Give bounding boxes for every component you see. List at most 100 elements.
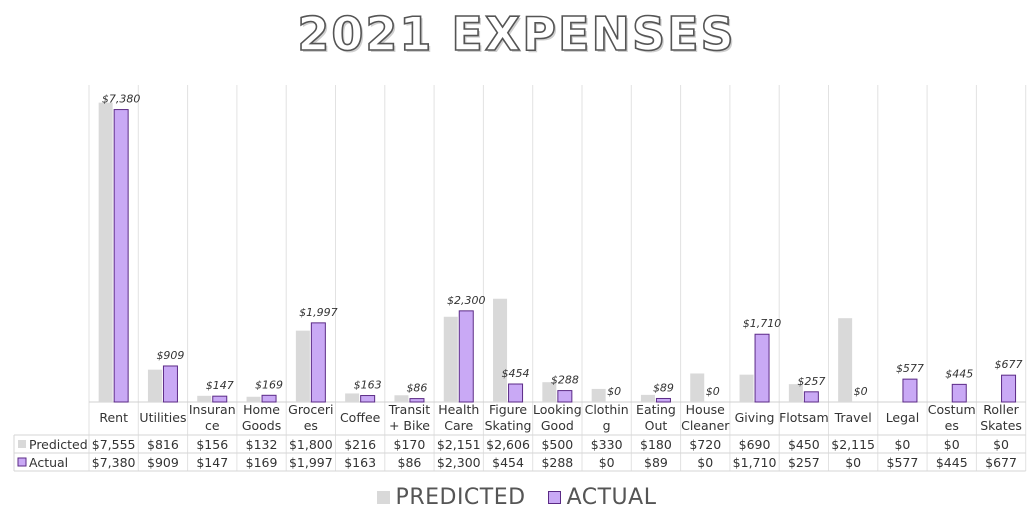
table-cell-actual-giving: $1,710 xyxy=(733,455,777,470)
bar-actual-roller-skates xyxy=(1001,374,1017,403)
bar-actual-rent xyxy=(113,109,129,403)
legend-swatch-predicted xyxy=(376,490,390,504)
category-label-figure-skating: Skating xyxy=(485,418,532,433)
bar-predicted-travel xyxy=(838,318,853,402)
table-cell-actual-rent: $7,380 xyxy=(92,455,136,470)
table-cell-predicted-insuran-ce: $156 xyxy=(196,437,228,452)
data-label-actual-legal: $577 xyxy=(896,362,924,375)
table-cell-actual-travel: $0 xyxy=(845,455,861,470)
table-cell-predicted-rent: $7,555 xyxy=(92,437,136,452)
bar-actual-insuran-ce xyxy=(212,395,228,403)
bar-actual-transit-bike xyxy=(409,398,425,403)
table-row-label-actual: Actual xyxy=(29,455,68,470)
bar-predicted-insuran-ce xyxy=(197,395,212,402)
bar-predicted-groceri-es xyxy=(295,330,310,402)
data-label-actual-giving: $1,710 xyxy=(743,317,782,330)
category-label-looking-good: Looking xyxy=(533,402,582,417)
table-cell-predicted-travel: $2,115 xyxy=(831,437,875,452)
table-row-label-predicted: Predicted xyxy=(29,437,88,452)
category-label-eating-out: Out xyxy=(645,418,668,433)
table-cell-actual-eating-out: $89 xyxy=(644,455,668,470)
table-cell-actual-utilities: $909 xyxy=(147,455,179,470)
data-label-actual-home-goods: $169 xyxy=(255,378,283,391)
table-cell-actual-flotsam: $257 xyxy=(788,455,820,470)
legend-item-predicted: PREDICTED xyxy=(376,484,526,510)
legend-label-predicted: PREDICTED xyxy=(395,484,526,510)
table-cell-actual-looking-good: $288 xyxy=(541,455,573,470)
table-swatch-actual xyxy=(17,457,27,467)
bar-predicted-giving xyxy=(739,374,754,402)
table-cell-actual-transit-bike: $86 xyxy=(398,455,422,470)
bar-predicted-home-goods xyxy=(246,396,261,402)
category-label-health-care: Care xyxy=(444,418,473,433)
bar-predicted-utilities xyxy=(147,369,162,402)
bar-chart: $7,380 Rent $7,555 $7,380 $909 Utilities $816 $… xyxy=(13,85,1027,472)
table-cell-actual-clothin-g: $0 xyxy=(599,455,615,470)
bar-actual-flotsam xyxy=(803,391,819,403)
table-cell-predicted-figure-skating: $2,606 xyxy=(486,437,530,452)
category-label-costum-es: Costum xyxy=(928,402,976,417)
data-label-actual-rent: $7,380 xyxy=(102,93,141,106)
legend: PREDICTED ACTUAL xyxy=(0,480,1033,514)
category-label-clothin-g: Clothin xyxy=(585,402,629,417)
bar-actual-eating-out xyxy=(655,397,671,403)
category-label-legal: Legal xyxy=(886,410,920,425)
data-label-actual-insuran-ce: $147 xyxy=(206,379,234,392)
table-cell-predicted-clothin-g: $330 xyxy=(591,437,623,452)
table-cell-predicted-legal: $0 xyxy=(894,437,910,452)
data-label-actual-house-cleaner: $0 xyxy=(706,385,720,398)
bar-actual-legal xyxy=(902,378,918,403)
legend-item-actual: ACTUAL xyxy=(547,485,657,510)
table-cell-actual-legal: $577 xyxy=(887,455,919,470)
bar-actual-groceri-es xyxy=(310,322,326,403)
table-cell-predicted-utilities: $816 xyxy=(147,437,179,452)
category-label-clothin-g: g xyxy=(603,418,611,433)
data-label-actual-roller-skates: $677 xyxy=(995,358,1023,371)
data-label-actual-health-care: $2,300 xyxy=(447,294,486,307)
bar-predicted-transit-bike xyxy=(394,395,409,402)
table-cell-actual-costum-es: $445 xyxy=(936,455,968,470)
data-label-actual-transit-bike: $86 xyxy=(406,382,427,395)
bar-actual-giving xyxy=(754,333,770,403)
category-label-health-care: Health xyxy=(438,402,479,417)
category-label-roller-skates: Roller xyxy=(983,402,1019,417)
chart-title: 2021 EXPENSES xyxy=(297,6,736,62)
category-label-looking-good: Good xyxy=(541,418,574,433)
table-cell-predicted-roller-skates: $0 xyxy=(993,437,1009,452)
table-cell-predicted-transit-bike: $170 xyxy=(394,437,426,452)
bar-predicted-coffee xyxy=(345,393,360,402)
category-label-groceri-es: es xyxy=(304,418,318,433)
category-label-house-cleaner: Cleaner xyxy=(681,418,730,433)
legend-swatch-actual xyxy=(547,490,561,504)
category-label-coffee: Coffee xyxy=(340,410,381,425)
data-label-actual-flotsam: $257 xyxy=(797,375,825,388)
category-label-eating-out: Eating xyxy=(636,402,676,417)
table-cell-actual-figure-skating: $454 xyxy=(492,455,524,470)
bar-actual-home-goods xyxy=(261,394,277,403)
category-label-transit-bike: Transit xyxy=(388,402,431,417)
table-cell-predicted-costum-es: $0 xyxy=(944,437,960,452)
table-cell-actual-house-cleaner: $0 xyxy=(697,455,713,470)
bar-predicted-eating-out xyxy=(640,394,655,402)
category-label-transit-bike: + Bike xyxy=(389,418,430,433)
category-label-giving: Giving xyxy=(735,410,775,425)
table-cell-actual-health-care: $2,300 xyxy=(437,455,481,470)
category-label-house-cleaner: House xyxy=(686,402,725,417)
bar-actual-looking-good xyxy=(557,390,573,403)
category-label-flotsam: Flotsam xyxy=(779,410,829,425)
table-cell-predicted-health-care: $2,151 xyxy=(437,437,481,452)
bar-predicted-rent xyxy=(98,102,113,403)
table-cell-actual-insuran-ce: $147 xyxy=(196,455,228,470)
category-label-travel: Travel xyxy=(834,410,872,425)
data-label-actual-coffee: $163 xyxy=(354,379,382,392)
category-label-rent: Rent xyxy=(99,410,128,425)
data-label-actual-looking-good: $288 xyxy=(551,374,579,387)
bar-predicted-figure-skating xyxy=(493,298,508,402)
category-label-insuran-ce: ce xyxy=(205,418,220,433)
table-cell-actual-home-goods: $169 xyxy=(246,455,278,470)
table-cell-predicted-house-cleaner: $720 xyxy=(689,437,721,452)
table-swatch-predicted xyxy=(18,440,26,448)
bar-predicted-looking-good xyxy=(542,382,557,402)
bar-actual-costum-es xyxy=(951,383,967,403)
category-label-figure-skating: Figure xyxy=(489,402,527,417)
